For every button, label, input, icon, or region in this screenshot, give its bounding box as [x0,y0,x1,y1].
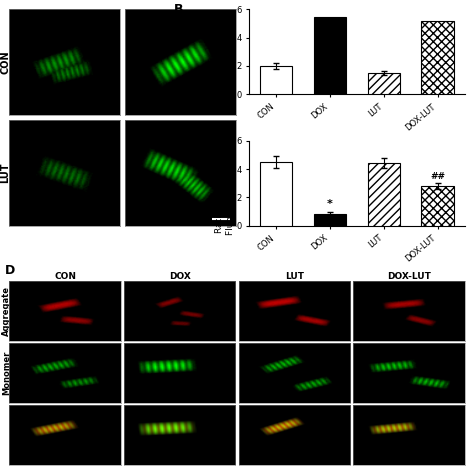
Title: CON: CON [54,272,76,281]
Title: DOX-LUT: DOX-LUT [387,272,431,281]
Title: LUT: LUT [285,272,304,281]
Text: ##: ## [430,172,445,181]
Y-axis label: CON: CON [0,51,10,74]
Bar [421,21,454,94]
Bar [367,73,400,94]
Text: *: * [327,199,333,210]
Bar [314,17,346,94]
Title: DOX: DOX [169,272,191,281]
Bar [314,214,346,226]
Text: B: B [173,3,183,16]
Text: C: C [173,134,182,147]
Bar [367,164,400,226]
Bar [421,186,454,226]
Y-axis label: Aggregate: Aggregate [2,286,11,337]
Bar [260,66,292,94]
Text: D: D [5,264,15,277]
Y-axis label: Ratio Of Red To Green
Fluorescence Indensity: Ratio Of Red To Green Fluorescence Inden… [215,131,235,236]
Y-axis label: ROS: ROS [223,42,233,62]
Bar [260,162,292,226]
Y-axis label: Monomer: Monomer [2,351,11,395]
Y-axis label: LUT: LUT [0,162,10,183]
